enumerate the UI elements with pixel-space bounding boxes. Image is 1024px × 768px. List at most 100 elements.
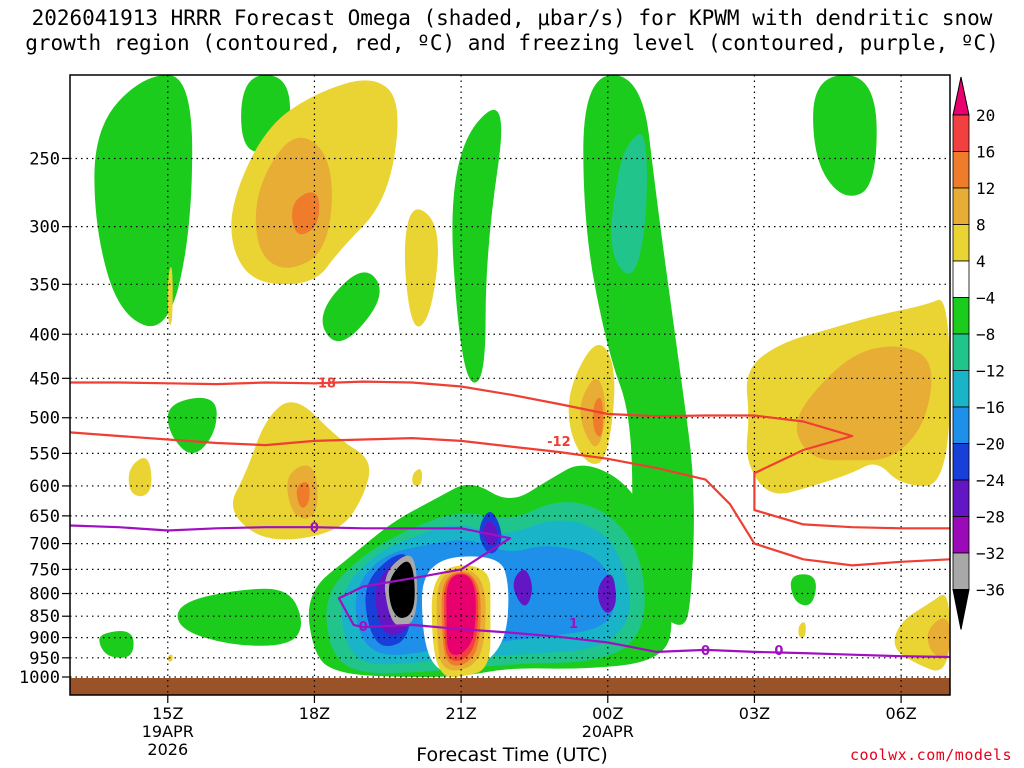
colorbar-label: 16 — [976, 143, 995, 162]
colorbar-swatch — [952, 479, 970, 517]
omega-blob-40 — [796, 346, 932, 461]
colorbar-label: 12 — [976, 179, 995, 198]
x-tick-label: 03Z — [739, 704, 770, 723]
omega-blob-0 — [94, 75, 193, 327]
omega-blob-19 — [513, 569, 532, 606]
y-tick-label: 750 — [29, 560, 60, 580]
x-tick-label: 15Z — [152, 704, 183, 723]
colorbar-label: −8 — [976, 325, 995, 344]
omega-blob-46 — [798, 622, 806, 638]
contour-label: -12 — [547, 435, 571, 450]
colorbar-label: −12 — [976, 362, 1005, 381]
y-tick-label: 500 — [29, 409, 60, 429]
y-tick-label: 1000 — [19, 668, 60, 688]
colorbar-label: −28 — [976, 508, 1005, 527]
omega-blob-9 — [99, 631, 134, 658]
contour-label: 1 — [569, 617, 578, 632]
colorbar-swatch — [952, 151, 970, 189]
colorbar-label: −4 — [976, 289, 995, 308]
x-tick-sublabel: 2026 — [147, 740, 188, 759]
colorbar-label: −20 — [976, 435, 1005, 454]
x-axis-title: Forecast Time (UTC) — [416, 744, 608, 766]
colorbar-label: 8 — [976, 216, 986, 235]
plot-frame — [69, 74, 951, 696]
y-tick-label: 600 — [29, 477, 60, 497]
x-tick-label: 18Z — [299, 704, 330, 723]
y-tick-label: 450 — [29, 369, 60, 389]
y-tick-label: 950 — [29, 649, 60, 669]
colorbar-label: −16 — [976, 398, 1005, 417]
colorbar-swatch — [952, 333, 970, 371]
colorbar-label: −32 — [976, 544, 1005, 563]
omega-blob-11 — [611, 134, 647, 274]
omega-blob-5 — [583, 75, 694, 625]
omega-blob-45 — [412, 469, 422, 486]
colorbar-swatch — [952, 443, 970, 481]
omega-blob-43 — [927, 618, 950, 659]
x-tick-label: 06Z — [885, 704, 916, 723]
colorbar-swatch — [952, 552, 970, 590]
colorbar-swatch — [952, 516, 970, 554]
colorbar-swatch — [952, 370, 970, 408]
contour-label: 0 — [774, 644, 783, 659]
omega-blob-44 — [167, 267, 173, 325]
y-tick-label: 650 — [29, 507, 60, 527]
y-tick-label: 300 — [29, 218, 60, 238]
y-tick-label: 850 — [29, 607, 60, 627]
colorbar-top-arrow — [952, 76, 970, 116]
omega-shading — [94, 75, 950, 677]
omega-blob-6 — [813, 75, 877, 196]
contour-dendritic-12 — [70, 431, 950, 567]
y-tick-label: 400 — [29, 325, 60, 345]
colorbar-label: −24 — [976, 471, 1005, 490]
x-tick-label: 00Z — [592, 704, 623, 723]
y-tick-label: 350 — [29, 275, 60, 295]
title-line-2: growth region (contoured, red, ºC) and f… — [25, 31, 999, 55]
y-axis: 2503003504004505005506006507007508008509… — [19, 149, 70, 688]
credit-link[interactable]: coolwx.com/models — [849, 746, 1012, 764]
title-line-1: 2026041913 HRRR Forecast Omega (shaded, … — [31, 6, 993, 30]
grid-lines — [70, 75, 950, 695]
y-tick-label: 250 — [29, 149, 60, 169]
omega-blob-35 — [296, 482, 310, 508]
contour-freezing-0 — [70, 524, 950, 659]
colorbar-swatch — [952, 187, 970, 225]
contour-label: 0 — [701, 644, 710, 659]
colorbar-label: 20 — [976, 106, 995, 125]
y-tick-label: 900 — [29, 629, 60, 649]
ground-band — [70, 678, 950, 695]
omega-blob-3 — [322, 272, 380, 342]
contour-label: 0 — [310, 521, 319, 536]
omega-blob-41 — [128, 458, 152, 497]
x-tick-sublabel: 19APR — [142, 722, 194, 741]
omega-blob-1 — [167, 397, 217, 454]
omega-blob-32 — [404, 209, 438, 327]
contour-lines: -18 -12 0 0 0 0 1 — [70, 376, 950, 659]
omega-blob-4 — [452, 109, 502, 383]
omega-blob-20 — [598, 574, 616, 613]
colorbar-swatch — [952, 297, 970, 335]
y-tick-label: 550 — [29, 444, 60, 464]
x-tick-sublabel: 20APR — [582, 722, 634, 741]
colorbar-label: −36 — [976, 581, 1005, 600]
y-tick-label: 800 — [29, 585, 60, 605]
x-tick-label: 21Z — [445, 704, 476, 723]
colorbar-swatch — [952, 114, 970, 152]
colorbar-swatch — [952, 406, 970, 444]
omega-blob-31 — [292, 192, 320, 235]
colorbar-label: 4 — [976, 252, 986, 271]
contour-label: -18 — [312, 376, 336, 391]
colorbar-swatch — [952, 224, 970, 262]
omega-blob-7 — [790, 574, 816, 606]
contour-label: 0 — [359, 620, 368, 635]
chart-title: 2026041913 HRRR Forecast Omega (shaded, … — [0, 6, 1024, 56]
y-tick-label: 700 — [29, 535, 60, 555]
contour-dendritic-18 — [70, 380, 950, 530]
colorbar: 20 16 12 8 4 −4 −8 −12 −16 −20 −24 −28 −32 −36 — [952, 76, 1005, 630]
colorbar-swatch — [952, 260, 970, 298]
omega-blob-8 — [177, 588, 301, 646]
omega-blob-22 — [388, 561, 415, 618]
omega-blob-30 — [255, 137, 332, 268]
